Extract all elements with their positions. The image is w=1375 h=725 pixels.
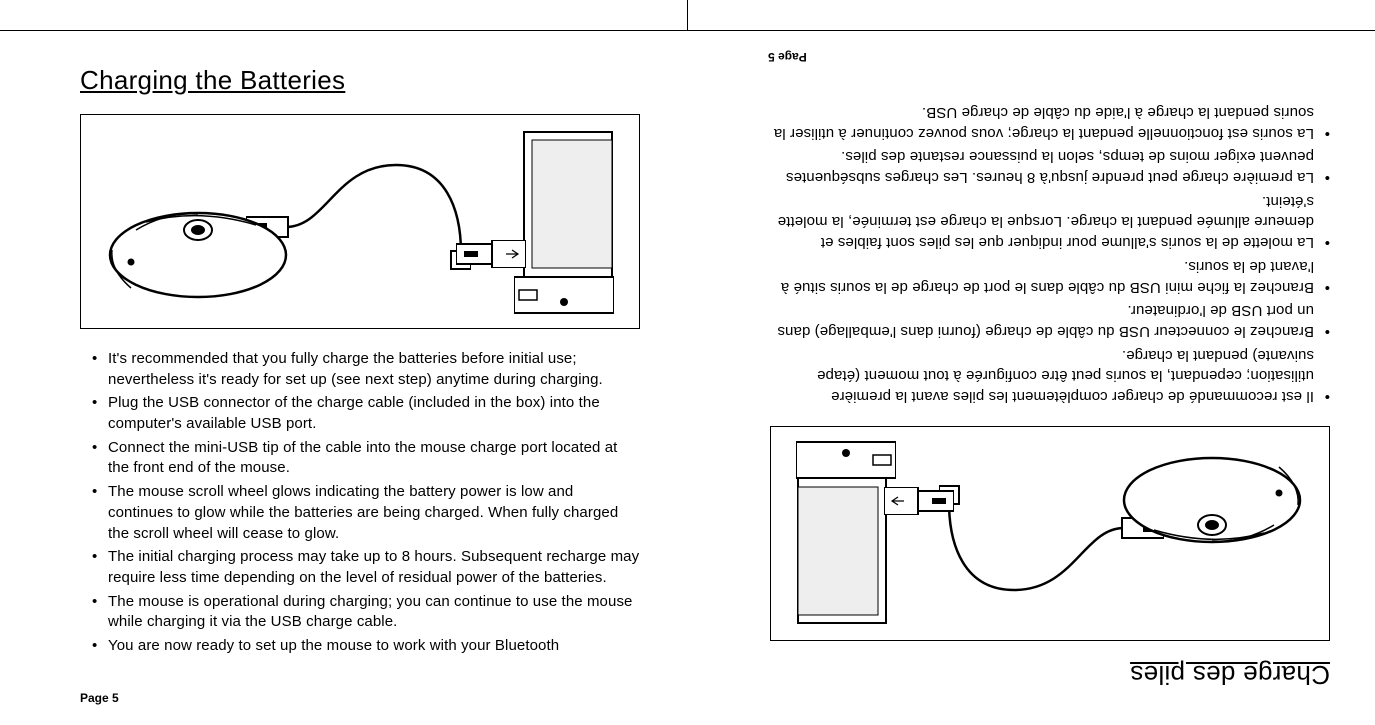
list-item: La souris est fonctionnelle pendant la c… bbox=[768, 101, 1330, 142]
list-item: You are now ready to set up the mouse to… bbox=[92, 636, 642, 657]
list-item: The mouse scroll wheel glows indicating … bbox=[92, 482, 642, 544]
list-item: It's recommended that you fully charge t… bbox=[92, 349, 642, 390]
mouse-icon bbox=[106, 200, 291, 300]
list-item: La première charge peut prendre jusqu'à … bbox=[768, 146, 1330, 187]
usb-connector-icon bbox=[456, 240, 526, 268]
usb-connector-icon bbox=[884, 487, 954, 515]
heading-en: Charging the Batteries bbox=[80, 65, 642, 96]
page-number-fr: Page 5 bbox=[768, 50, 807, 64]
monitor-icon bbox=[514, 130, 614, 315]
heading-fr: Charge des piles bbox=[768, 659, 1330, 690]
page-number-en: Page 5 bbox=[80, 691, 119, 705]
list-item: La molette de la souris s'allume pour in… bbox=[768, 190, 1330, 252]
list-item: Connect the mini-USB tip of the cable in… bbox=[92, 438, 642, 479]
list-item: Branchez le connecteur USB du câble de c… bbox=[768, 300, 1330, 341]
list-item: The initial charging process may take up… bbox=[92, 547, 642, 588]
instruction-list-fr: Il est recommandé de charger complètemen… bbox=[768, 101, 1330, 406]
list-item: Il est recommandé de charger complètemen… bbox=[768, 344, 1330, 406]
mouse-icon bbox=[1119, 455, 1304, 555]
list-item: The mouse is operational during charging… bbox=[92, 592, 642, 633]
instruction-list-en: It's recommended that you fully charge t… bbox=[80, 349, 642, 657]
list-item: Branchez la fiche mini USB du câble dans… bbox=[768, 255, 1330, 296]
monitor-icon bbox=[796, 440, 896, 625]
charging-diagram-en bbox=[80, 114, 640, 329]
right-page-rotated: Charge des piles bbox=[688, 30, 1375, 725]
page-center-divider bbox=[687, 0, 688, 30]
charging-diagram-fr bbox=[770, 426, 1330, 641]
list-item: Plug the USB connector of the charge cab… bbox=[92, 393, 642, 434]
left-page: Charging the Batteries bbox=[0, 30, 687, 725]
